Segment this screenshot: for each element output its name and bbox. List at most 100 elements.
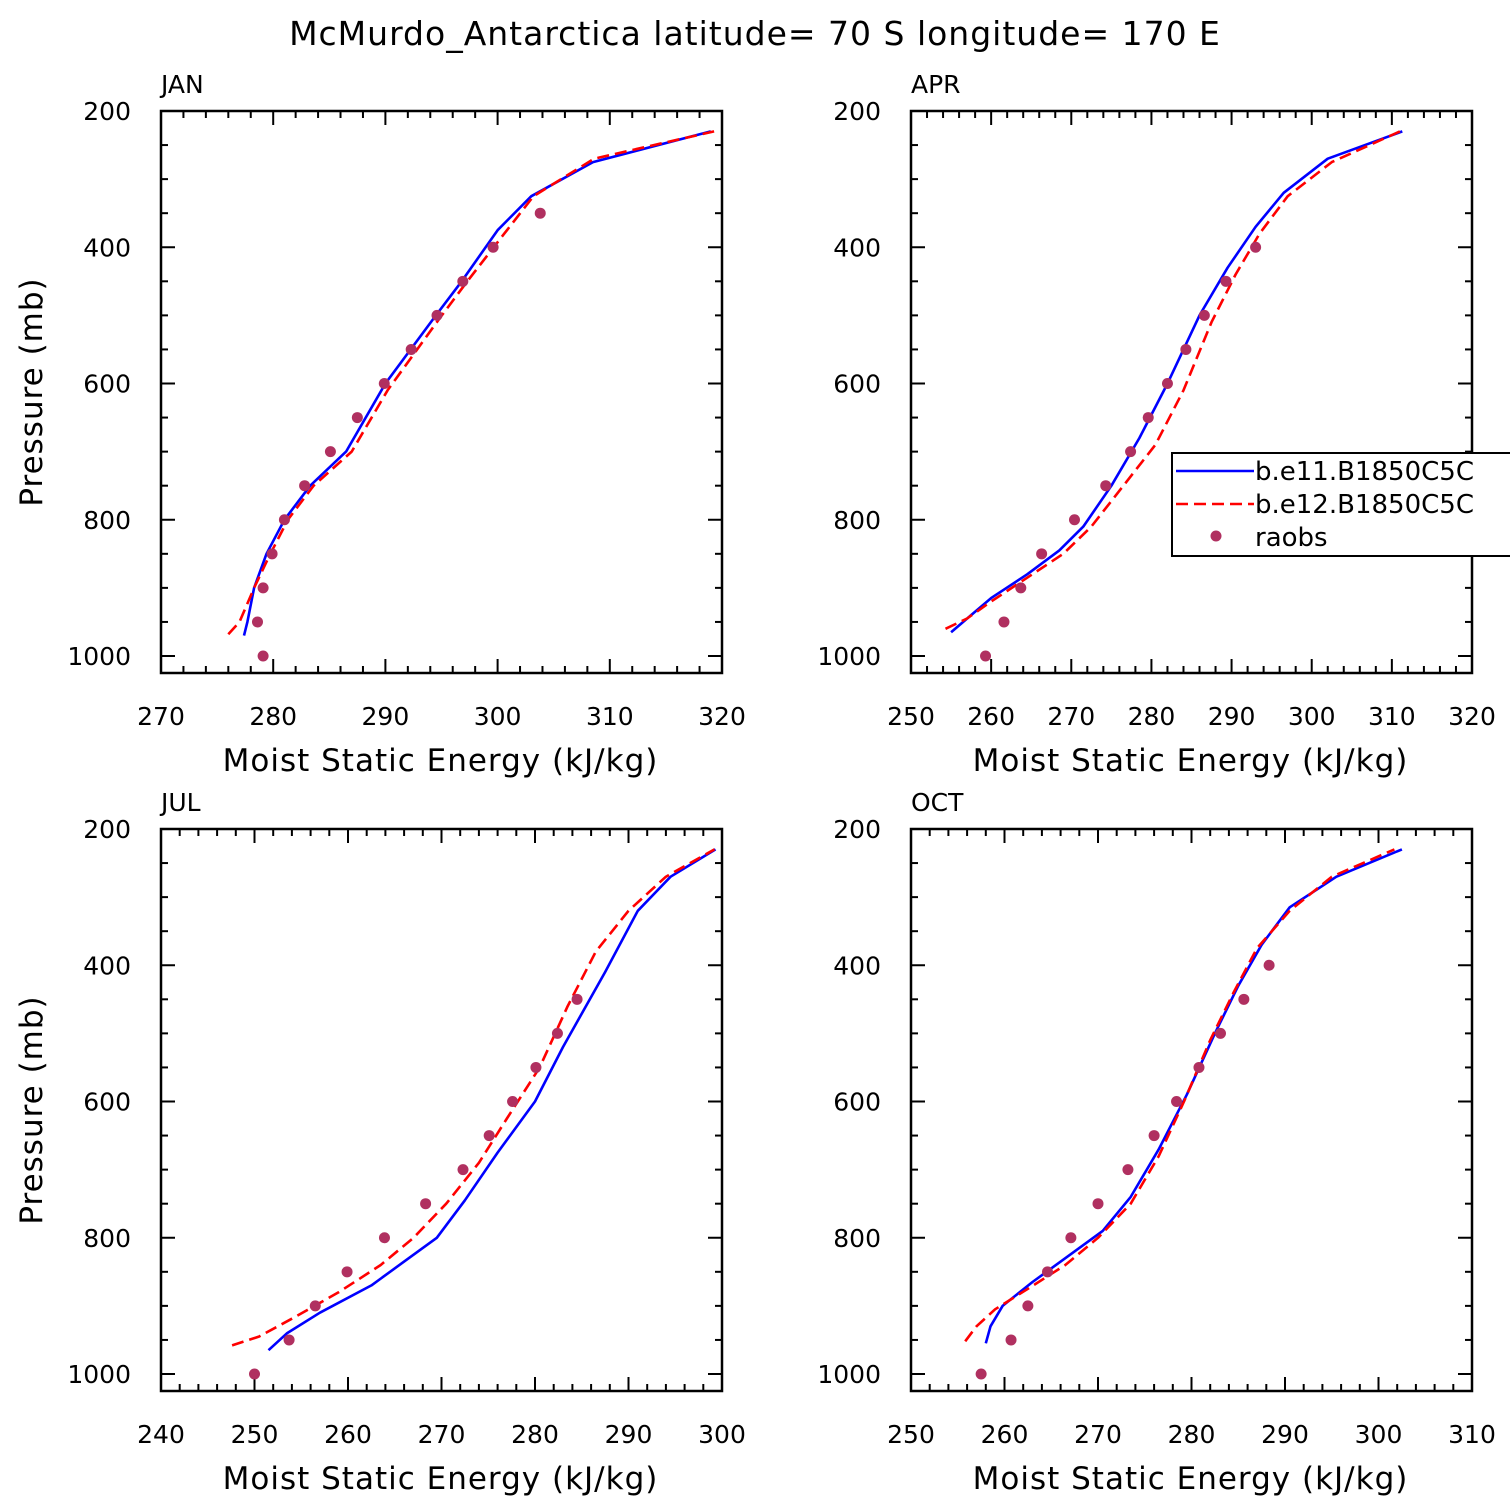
data-layer [964, 848, 1403, 1380]
raobs-point [551, 1027, 563, 1039]
y-tick-label: 200 [833, 97, 881, 126]
y-tick-label: 1000 [67, 642, 131, 671]
x-tick-label: 290 [1261, 1420, 1309, 1449]
raobs-point [980, 650, 992, 662]
x-tick-label: 250 [231, 1420, 279, 1449]
plot-frame [159, 109, 724, 675]
x-tick-label: 250 [887, 1420, 935, 1449]
panel-jul: JUL 240 250 260 270 280 290 300 200 400 600 800 1000… [14, 788, 746, 1497]
raobs-point [341, 1266, 353, 1278]
figure-title: McMurdo_Antarctica latitude= 70 S longit… [289, 14, 1221, 53]
raobs-point [278, 514, 290, 526]
raobs-point [1142, 412, 1154, 424]
raobs-point [487, 241, 499, 253]
x-tick-label: 260 [967, 702, 1015, 731]
raobs-point [1198, 309, 1210, 321]
raobs-point [1042, 1266, 1054, 1278]
y-tick-label: 600 [83, 1088, 131, 1117]
x-tick-label: 250 [887, 702, 935, 731]
raobs-point [1068, 514, 1080, 526]
raobs-point [1250, 241, 1262, 253]
x-tick-label: 300 [474, 702, 522, 731]
raobs-point [507, 1096, 519, 1107]
x-tick-label: 270 [137, 702, 185, 731]
x-tick-label: 320 [1448, 702, 1496, 731]
legend-marker [1210, 530, 1222, 542]
raobs-point [1214, 1027, 1226, 1039]
raobs-point [299, 480, 311, 492]
y-tick-label: 200 [833, 815, 881, 844]
legend-label: raobs [1255, 523, 1328, 553]
raobs-point [1125, 446, 1137, 458]
data-layer [227, 130, 715, 662]
series-b-e12-line [227, 130, 715, 636]
panel-label: OCT [911, 788, 964, 817]
series-b-e12-line [964, 848, 1395, 1343]
raobs-point [249, 1368, 260, 1380]
panels: JAN 270 280 290 300 310 320 200 400 600 800 1000 Moi… [14, 70, 1496, 1497]
x-tick-label: 280 [511, 1420, 559, 1449]
x-tick-label: 300 [1355, 1420, 1403, 1449]
raobs-point [1022, 1300, 1034, 1312]
panel-apr: APR 250 260 270 280 290 300 310 320 200 400 600 800 1… [817, 70, 1495, 779]
y-tick-label: 400 [833, 951, 881, 980]
legend-label: b.e12.B1850C5C [1255, 490, 1474, 520]
raobs-point [1065, 1232, 1077, 1244]
y-tick-label: 200 [83, 815, 131, 844]
raobs-point [571, 993, 583, 1005]
legend-label: b.e11.B1850C5C [1255, 457, 1474, 487]
x-tick-label: 260 [324, 1420, 372, 1449]
raobs-point [1092, 1198, 1104, 1210]
data-layer [944, 130, 1403, 662]
plot-frame [909, 827, 1474, 1393]
x-tick-label: 290 [1208, 702, 1256, 731]
y-axis-title: Pressure (mb) [14, 995, 50, 1224]
raobs-point [1161, 378, 1173, 389]
data-layer [231, 848, 717, 1380]
raobs-point [378, 378, 390, 389]
raobs-point [1148, 1130, 1160, 1142]
raobs-point [431, 309, 443, 321]
y-tick-label: 1000 [67, 1360, 131, 1389]
raobs-point [257, 650, 269, 662]
y-tick-label: 400 [83, 233, 131, 262]
raobs-point [266, 548, 278, 560]
raobs-point [309, 1300, 321, 1312]
plot-frame [909, 109, 1474, 675]
y-tick-label: 800 [833, 506, 881, 535]
raobs-point [283, 1334, 295, 1346]
raobs-point [483, 1130, 495, 1142]
x-tick-label: 300 [698, 1420, 746, 1449]
y-tick-label: 1000 [817, 1360, 881, 1389]
y-tick-label: 600 [833, 370, 881, 399]
x-tick-label: 310 [1448, 1420, 1496, 1449]
x-tick-label: 270 [418, 1420, 466, 1449]
y-tick-label: 600 [83, 370, 131, 399]
x-tick-label: 260 [981, 1420, 1029, 1449]
raobs-point [1036, 548, 1048, 560]
series-b-e11-line [950, 130, 1403, 634]
raobs-point [534, 207, 546, 219]
raobs-point [405, 343, 417, 355]
x-axis-title: Moist Static Energy (kJ/kg) [973, 743, 1409, 779]
raobs-point [530, 1061, 542, 1073]
y-tick-label: 400 [83, 951, 131, 980]
x-tick-label: 320 [698, 702, 746, 731]
raobs-point [457, 275, 469, 287]
y-tick-label: 400 [833, 233, 881, 262]
y-tick-label: 800 [83, 506, 131, 535]
raobs-point [420, 1198, 432, 1210]
x-tick-label: 310 [586, 702, 634, 731]
x-axis-title: Moist Static Energy (kJ/kg) [223, 743, 659, 779]
x-tick-label: 310 [1368, 702, 1416, 731]
raobs-point [351, 412, 363, 424]
raobs-point [1263, 959, 1275, 971]
raobs-point [1100, 480, 1112, 492]
x-axis-title: Moist Static Energy (kJ/kg) [973, 1461, 1409, 1497]
x-tick-label: 270 [1074, 1420, 1122, 1449]
raobs-point [998, 616, 1010, 628]
x-tick-label: 270 [1047, 702, 1095, 731]
series-b-e12-line [944, 130, 1401, 630]
